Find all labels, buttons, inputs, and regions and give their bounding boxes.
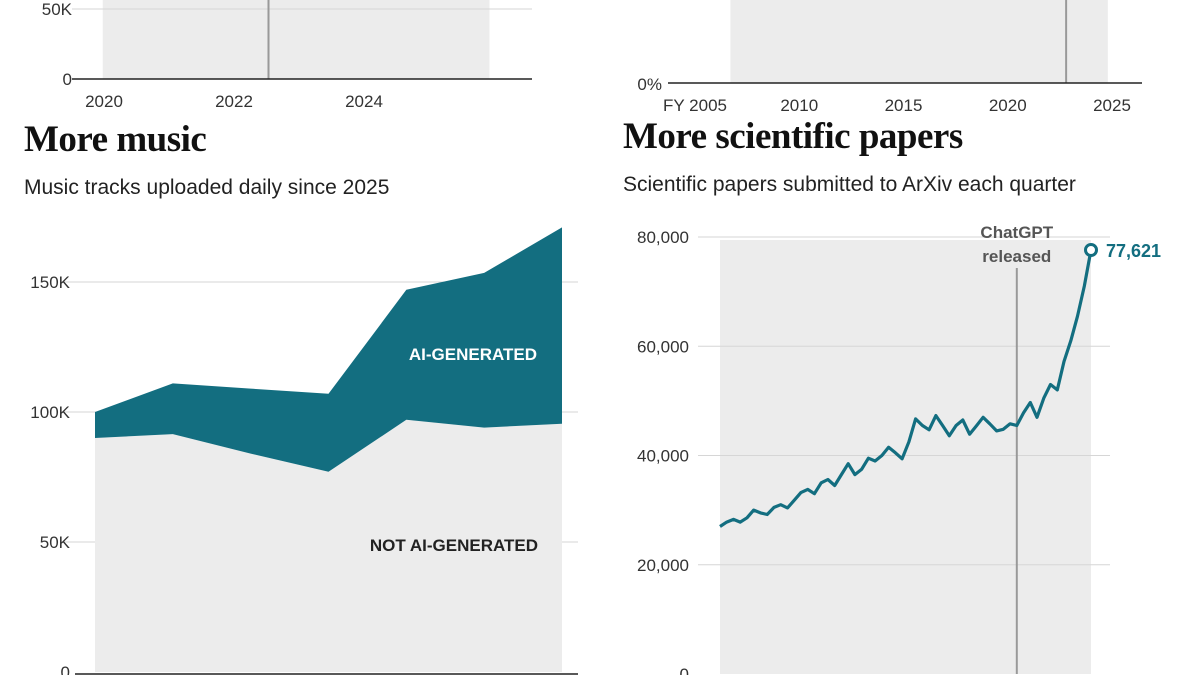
top-right-x-tick-label: 2015 [885,96,923,115]
top-left-y-tick-label: 0 [63,70,72,89]
papers-annotation-line1: ChatGPT [980,223,1053,242]
music-series-label-not-ai: NOT AI-GENERATED [370,536,538,555]
papers-annotation-line2: released [982,247,1051,266]
music-y-tick-label: 100K [30,403,70,422]
papers-title: More scientific papers [623,116,963,157]
papers-shaded-area [720,240,1091,674]
papers-y-tick-label: 80,000 [637,228,689,247]
top-right-x-tick-label: FY 2005 [663,96,727,115]
music-title: More music [24,119,207,160]
top-left-x-tick-label: 2020 [85,92,123,111]
papers-end-point [1084,242,1098,257]
music-y-tick-label: 50K [40,533,71,552]
papers-y-tick-label: 60,000 [637,337,689,356]
papers-end-label: 77,621 [1106,241,1161,261]
papers-subtitle: Scientific papers submitted to ArXiv eac… [623,173,1076,196]
papers-series-line [719,249,1093,528]
papers-y-tick-label: 0 [680,665,689,675]
music-subtitle: Music tracks uploaded daily since 2025 [24,176,390,199]
papers-y-tick-label: 20,000 [637,556,689,575]
top-left-shaded-area [102,0,490,79]
papers-y-tick-label: 40,000 [637,447,689,466]
top-right-x-tick-label: 2025 [1093,96,1131,115]
top-right-y-tick-label: 0% [637,75,662,94]
music-area-not-ai-generated [95,419,562,672]
top-right-x-tick-label: 2020 [989,96,1027,115]
music-series-label-ai: AI-GENERATED [409,345,537,364]
music-area-ai-generated [95,227,562,472]
top-left-x-tick-label: 2024 [345,92,383,111]
top-left-x-tick-label: 2022 [215,92,253,111]
top-left-y-tick-label: 50K [42,0,73,19]
music-y-tick-label: 150K [30,273,70,292]
top-right-shaded-area [730,0,1108,83]
music-y-tick-label: 0 [61,663,70,675]
top-right-x-tick-label: 2010 [780,96,818,115]
